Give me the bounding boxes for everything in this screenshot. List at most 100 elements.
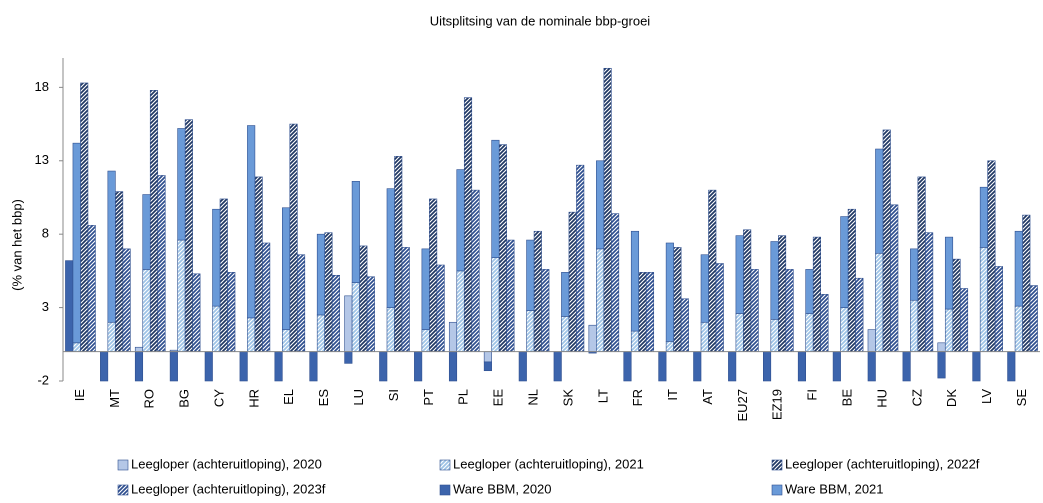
bar-segment xyxy=(483,361,492,372)
x-tick-label: BG xyxy=(177,389,192,408)
bar-segment xyxy=(994,266,1003,352)
bar-segment xyxy=(925,232,934,352)
chart-title: Uitsplitsing van de nominale bbp-groei xyxy=(430,13,651,28)
x-tick-label: MT xyxy=(107,389,122,408)
y-tick-label: 18 xyxy=(35,79,49,94)
bar-segment xyxy=(588,324,597,352)
bar-segment xyxy=(142,269,151,352)
bar-segment xyxy=(944,236,954,310)
x-tick-label: SK xyxy=(560,389,575,407)
bar-segment xyxy=(972,351,981,382)
bar-segment xyxy=(134,351,144,382)
bar-segment xyxy=(115,191,124,352)
bar-segment xyxy=(316,314,325,352)
bar-segment xyxy=(910,248,919,301)
bar-segment xyxy=(282,207,291,330)
x-tick-label: EL xyxy=(281,389,296,405)
bar-segment xyxy=(289,123,298,352)
bar-segment xyxy=(254,176,263,352)
bar-segment xyxy=(910,299,919,352)
bar-segment xyxy=(673,247,682,352)
x-tick-label: FR xyxy=(630,389,645,406)
x-tick-label: HR xyxy=(246,389,261,408)
bar-segment xyxy=(797,351,806,382)
legend-label: Ware BBM, 2021 xyxy=(785,481,884,496)
bar-segment xyxy=(518,351,527,382)
bar-segment xyxy=(533,230,542,352)
bar-segment xyxy=(820,294,829,352)
x-tick-label: DK xyxy=(944,389,959,407)
bar-segment xyxy=(603,67,612,352)
bar-segment xyxy=(344,295,353,352)
legend-swatch xyxy=(117,459,129,471)
x-tick-label: BE xyxy=(840,389,855,407)
bar-segment xyxy=(623,351,632,382)
x-tick-label: AT xyxy=(700,389,715,405)
x-tick-label: LT xyxy=(595,389,610,403)
bar-segment xyxy=(630,330,640,352)
bar-segment xyxy=(693,351,702,382)
y-tick-label: 8 xyxy=(42,226,49,241)
bar-segment xyxy=(107,321,116,352)
x-tick-label: SI xyxy=(386,389,401,401)
bar-segment xyxy=(429,198,438,352)
legend-swatch xyxy=(771,484,783,496)
bar-segment xyxy=(890,204,899,352)
bar-segment xyxy=(937,342,946,352)
bar-segment xyxy=(1029,285,1038,352)
bar-segment xyxy=(483,351,492,363)
bar-segment xyxy=(658,351,667,382)
bar-segment xyxy=(743,229,752,352)
bar-segment xyxy=(1014,230,1023,307)
bar-segment xyxy=(448,351,458,382)
bar-segment xyxy=(212,305,221,352)
bar-segment xyxy=(728,351,737,382)
bar-segment xyxy=(541,269,550,352)
legend-label: Leegloper (achteruitloping), 2023f xyxy=(131,481,326,496)
legend-label: Leegloper (achteruitloping), 2021 xyxy=(453,456,644,471)
bar-segment xyxy=(1014,305,1023,352)
bar-segment xyxy=(491,139,500,258)
bar-segment xyxy=(630,230,640,332)
bar-segment xyxy=(379,351,388,382)
bar-segment xyxy=(177,128,186,241)
bar-segment xyxy=(401,247,410,352)
x-tick-label: PT xyxy=(421,389,436,406)
bar-segment xyxy=(770,319,779,352)
bar-segment xyxy=(122,248,131,352)
bar-segment xyxy=(331,274,340,352)
bar-segment xyxy=(274,351,283,382)
bar-segment xyxy=(506,239,515,352)
bar-segment xyxy=(665,242,674,342)
bar-segment xyxy=(770,241,779,320)
bar-segment xyxy=(700,321,709,352)
x-tick-label: FI xyxy=(805,389,820,401)
bar-segment xyxy=(708,189,717,352)
bar-segment xyxy=(847,208,856,352)
bar-segment xyxy=(882,129,891,352)
bar-segment xyxy=(316,233,325,316)
bar-segment xyxy=(700,254,709,323)
x-tick-label: CY xyxy=(211,389,226,407)
bar-segment xyxy=(344,351,353,364)
bar-segment xyxy=(645,272,655,352)
y-tick-label: 3 xyxy=(42,299,49,314)
bar-segment xyxy=(611,213,620,352)
bar-segment xyxy=(247,317,256,352)
bar-segment xyxy=(448,321,458,352)
bar-segment xyxy=(944,308,954,352)
bar-segment xyxy=(553,351,562,382)
bar-segment xyxy=(763,351,772,382)
bar-segment xyxy=(107,170,116,323)
x-tick-label: PL xyxy=(456,389,471,405)
bar-segment xyxy=(735,235,744,314)
y-axis-label: (% van het bbp) xyxy=(9,199,24,291)
legend-label: Leegloper (achteruitloping), 2020 xyxy=(131,456,322,471)
legend-swatch xyxy=(771,459,783,471)
bar-segment xyxy=(680,298,689,352)
bar-segment xyxy=(805,269,814,314)
x-tick-label: ES xyxy=(316,389,331,407)
bar-segment xyxy=(394,156,403,352)
x-tick-label: IT xyxy=(665,389,680,401)
